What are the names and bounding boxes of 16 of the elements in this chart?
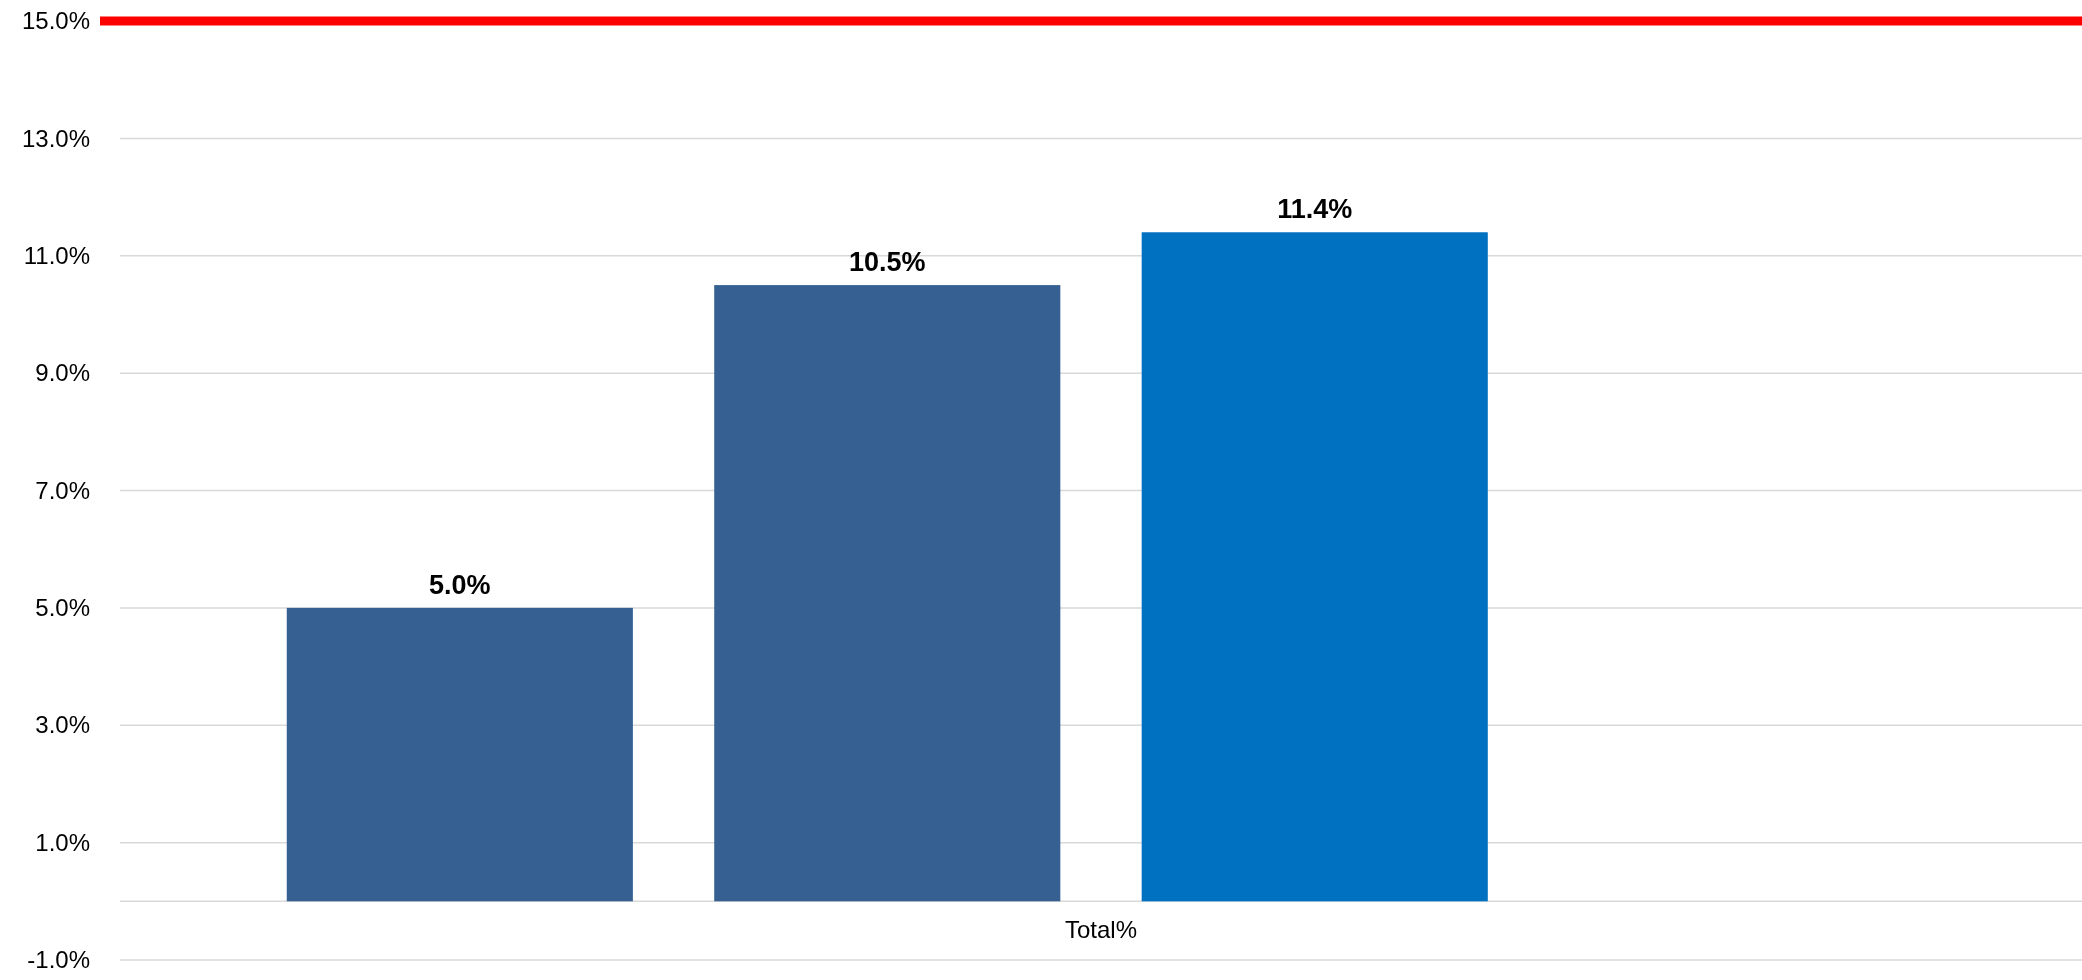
text: 10.5% (848, 247, 926, 278)
text: 5.0% (429, 569, 491, 600)
y-tick-label: 3.0% (35, 711, 90, 739)
y-tick-label: 13.0% (21, 124, 90, 152)
y-tick-label: 9.0% (35, 359, 90, 387)
y-tick-label: 7.0% (35, 476, 90, 504)
bar (1141, 232, 1488, 902)
y-tick-label: 15.0% (21, 7, 90, 35)
x-tick-label: Total% (1064, 916, 1138, 944)
bar (286, 607, 633, 902)
bar (714, 285, 1061, 902)
text: 11.4% (1277, 194, 1353, 225)
y-tick-label: 1.0% (35, 828, 90, 856)
y-tick-label: 5.0% (35, 594, 90, 622)
y-tick-label: -1.0% (27, 946, 90, 974)
y-tick-label: 11.0% (23, 241, 90, 269)
